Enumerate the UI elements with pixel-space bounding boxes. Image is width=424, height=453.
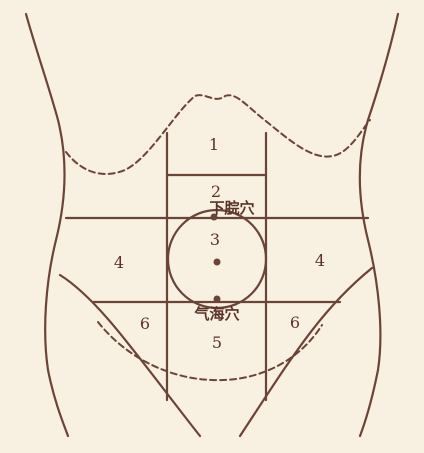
pelvic-line [97, 321, 323, 382]
right-inguinal-line [238, 266, 374, 438]
region-4-left-label: 4 [114, 253, 124, 272]
torso-right-contour [358, 12, 400, 438]
rib-margin-line [65, 94, 371, 175]
region-2-label: 2 [211, 182, 221, 201]
left-inguinal-line [58, 273, 202, 438]
torso-left-contour [24, 12, 70, 438]
qihai-point [213, 295, 221, 303]
region-6-left-label: 6 [140, 314, 150, 333]
umbilical-circle [166, 208, 268, 310]
region-5-label: 5 [212, 333, 222, 352]
region-3-label: 3 [210, 230, 220, 249]
region-4-right-label: 4 [315, 251, 325, 270]
qihai-label: 气海穴 [193, 305, 239, 323]
xiawan-label: 下脘穴 [209, 199, 254, 217]
xiawan-point [210, 213, 218, 221]
navel-point [213, 258, 221, 266]
region-1-label: 1 [209, 135, 219, 154]
region-6-right-label: 6 [290, 313, 300, 332]
